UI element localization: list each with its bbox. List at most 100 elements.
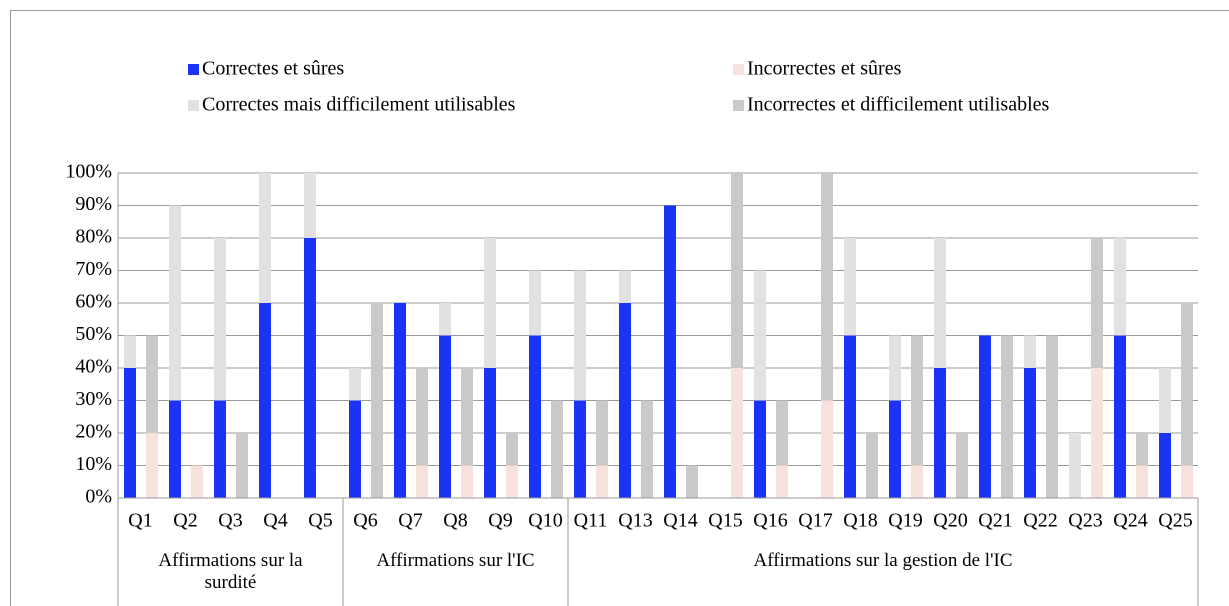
- bar: [416, 368, 428, 466]
- bar: [821, 173, 833, 401]
- y-tick-label: 30%: [75, 388, 112, 410]
- bar: [731, 368, 743, 498]
- bar: [439, 335, 451, 498]
- bar: [889, 335, 901, 401]
- bar: [124, 335, 136, 368]
- x-tick-label: Q21: [978, 510, 1012, 532]
- bar: [1136, 433, 1148, 466]
- y-tick-label: 40%: [75, 356, 112, 378]
- y-tick-label: 90%: [75, 193, 112, 215]
- bar: [686, 465, 698, 498]
- x-tick-label: Q24: [1113, 510, 1147, 532]
- legend-swatch: [733, 64, 744, 75]
- bar: [754, 270, 766, 401]
- legend-label: Correctes et sûres: [202, 58, 344, 80]
- bar: [551, 400, 563, 498]
- bar: [1001, 335, 1013, 498]
- bar: [1114, 335, 1126, 498]
- bar: [619, 303, 631, 498]
- bar: [529, 335, 541, 498]
- x-tick-label: Q14: [663, 510, 697, 532]
- y-tick-label: 60%: [75, 291, 112, 313]
- bar: [169, 205, 181, 401]
- bar: [1181, 465, 1193, 498]
- bar: [596, 465, 608, 498]
- y-tick-label: 10%: [75, 453, 112, 475]
- x-tick-label: Q18: [843, 510, 877, 532]
- bar: [461, 368, 473, 466]
- group-label: Affirmations sur la surdité: [158, 550, 303, 593]
- bar: [371, 303, 383, 498]
- bar: [641, 400, 653, 498]
- bar: [1159, 433, 1171, 498]
- bar: [146, 433, 158, 498]
- bar: [529, 270, 541, 336]
- chart-border: [10, 10, 1229, 606]
- x-tick-label: Q16: [753, 510, 787, 532]
- bar: [866, 433, 878, 498]
- bar: [889, 400, 901, 498]
- bar: [776, 400, 788, 466]
- x-tick-label: Q20: [933, 510, 967, 532]
- bar: [484, 368, 496, 498]
- bar: [349, 368, 361, 401]
- bar: [596, 400, 608, 466]
- x-tick-label: Q11: [574, 510, 608, 532]
- x-tick-label: Q7: [398, 510, 422, 532]
- group-label: Affirmations sur l'IC: [376, 550, 535, 571]
- bar: [439, 303, 451, 336]
- y-tick-label: 50%: [75, 323, 112, 345]
- x-tick-label: Q1: [128, 510, 152, 532]
- bar: [214, 400, 226, 498]
- bar: [506, 465, 518, 498]
- bar: [911, 335, 923, 466]
- bar: [304, 173, 316, 238]
- bar: [1046, 335, 1058, 498]
- bar: [259, 303, 271, 498]
- bar: [304, 238, 316, 498]
- bar: [259, 173, 271, 303]
- bar: [1069, 433, 1081, 498]
- bar: [934, 238, 946, 368]
- bar: [821, 400, 833, 498]
- x-tick-label: Q4: [263, 510, 287, 532]
- legend-swatch: [188, 100, 199, 111]
- x-tick-label: Q17: [798, 510, 832, 532]
- x-tick-label: Q15: [708, 510, 742, 532]
- bar: [169, 400, 181, 498]
- y-tick-label: 20%: [75, 421, 112, 443]
- bar: [1114, 238, 1126, 336]
- bar: [191, 465, 203, 498]
- bar: [1024, 335, 1036, 368]
- group-label: Affirmations sur la gestion de l'IC: [753, 550, 1013, 571]
- bar: [979, 335, 991, 498]
- bar: [731, 173, 743, 368]
- bar: [574, 270, 586, 401]
- x-tick-label: Q19: [888, 510, 922, 532]
- x-tick-label: Q2: [173, 510, 197, 532]
- x-tick-label: Q6: [353, 510, 377, 532]
- bar: [844, 238, 856, 336]
- bar: [776, 465, 788, 498]
- bar: [574, 400, 586, 498]
- x-tick-label: Q8: [443, 510, 467, 532]
- x-tick-label: Q23: [1068, 510, 1102, 532]
- bar: [394, 303, 406, 498]
- legend-label: Correctes mais difficilement utilisables: [202, 94, 516, 116]
- x-tick-label: Q5: [308, 510, 332, 532]
- bar: [1136, 465, 1148, 498]
- y-tick-label: 0%: [85, 486, 112, 508]
- x-tick-label: Q22: [1023, 510, 1057, 532]
- bar: [349, 400, 361, 498]
- bar: [1091, 238, 1103, 368]
- x-tick-label: Q9: [488, 510, 512, 532]
- bar: [461, 465, 473, 498]
- bar: [934, 368, 946, 498]
- y-tick-label: 80%: [75, 226, 112, 248]
- bar: [124, 368, 136, 498]
- bar: [484, 238, 496, 368]
- x-tick-label: Q13: [618, 510, 652, 532]
- legend-label: Incorrectes et sûres: [747, 58, 902, 80]
- bar: [214, 238, 226, 401]
